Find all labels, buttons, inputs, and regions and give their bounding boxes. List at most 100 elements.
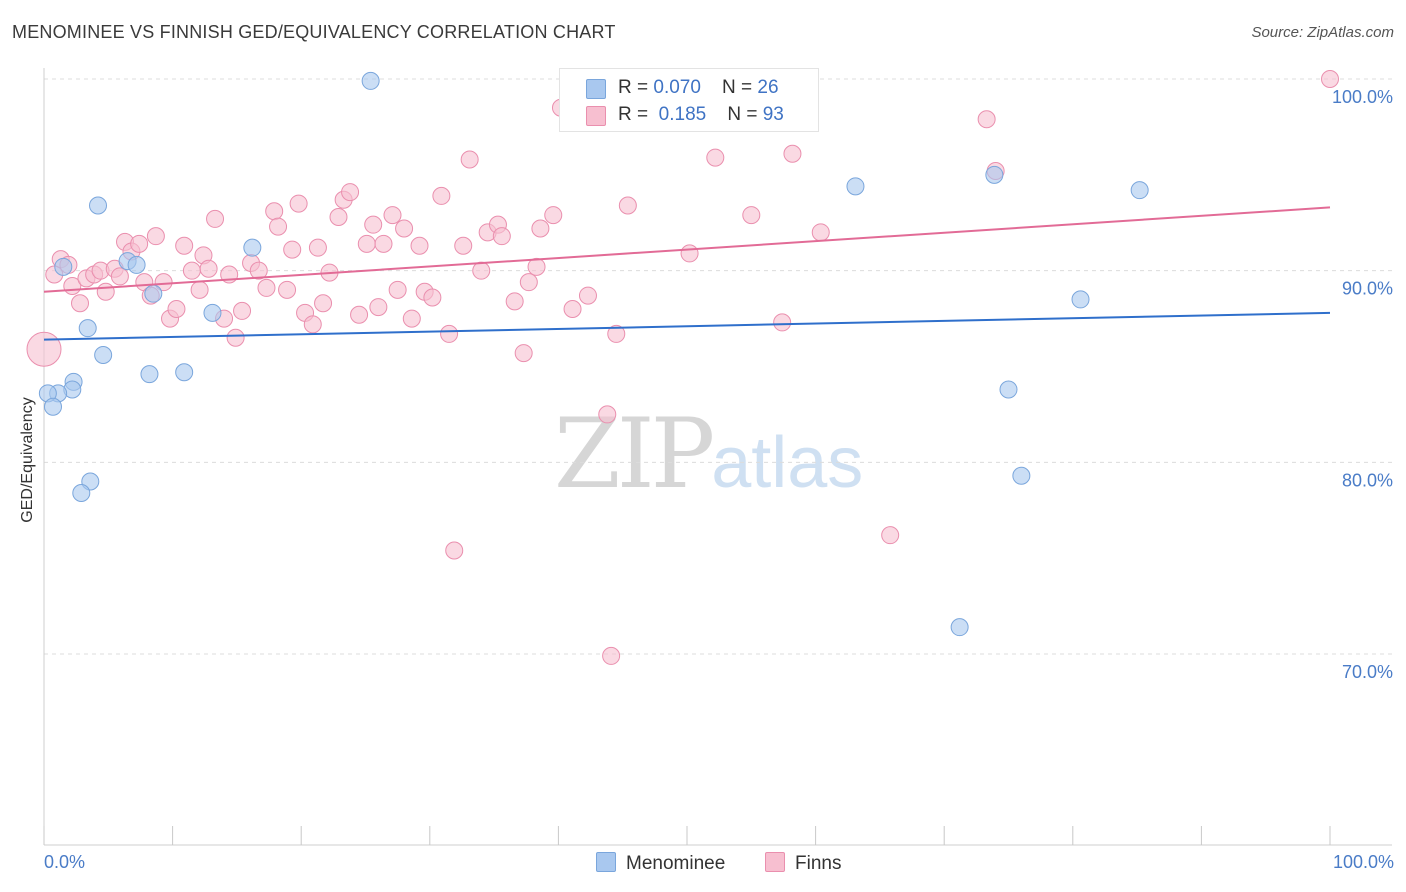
y-tick-label-0: 100.0% [1332, 87, 1393, 107]
finns-point [410, 236, 429, 255]
menominee-legend-icon [596, 852, 616, 872]
finns-point [811, 223, 830, 242]
menominee-point [950, 618, 969, 637]
finns-point [1321, 70, 1339, 88]
menominee-point [94, 346, 113, 364]
y-tick-label-3: 70.0% [1342, 662, 1393, 682]
legend-item-finns[interactable]: Finns [765, 852, 841, 875]
finns-point [278, 280, 297, 299]
finns-point [505, 292, 524, 311]
finns-point [167, 300, 186, 318]
finns-point [977, 110, 996, 129]
finns-point [341, 183, 360, 202]
finns-point [146, 227, 165, 246]
watermark-atlas: atlas [711, 423, 864, 503]
finns-point [206, 209, 225, 228]
menominee-swatch-icon [586, 79, 606, 99]
menominee-point [72, 484, 91, 502]
menominee-point [1012, 466, 1031, 485]
finns-point [265, 202, 284, 221]
finns-point [364, 215, 383, 234]
finns-point [783, 144, 802, 163]
finns-point [602, 646, 621, 665]
y-tick-label-2: 80.0% [1342, 470, 1393, 490]
finns-point [289, 194, 308, 213]
finns-point [395, 219, 414, 238]
finns-point [71, 294, 90, 313]
finns-point [190, 280, 209, 299]
finns-point [607, 324, 626, 343]
finns-point [432, 186, 451, 205]
menominee-point [203, 303, 222, 322]
finns-point [514, 344, 533, 363]
finns-point [383, 206, 402, 225]
finns-point [773, 313, 792, 332]
chart-title: MENOMINEE VS FINNISH GED/EQUIVALENCY COR… [12, 22, 616, 42]
menominee-point [78, 319, 97, 338]
legend-item-menominee[interactable]: Menominee [596, 852, 725, 875]
y-tick-label-1: 90.0% [1342, 279, 1393, 299]
finns-point [472, 261, 491, 280]
finns-point [308, 238, 327, 257]
stats-legend: R = 0.070 N = 26 R = 0.185 N = 93 [559, 68, 819, 132]
x-tick-label-min: 0.0% [44, 852, 86, 872]
finns-point [881, 526, 900, 545]
finns-point [578, 286, 597, 305]
finns-point [26, 331, 62, 367]
menominee-r-value: 0.070 [653, 77, 701, 98]
finns-point [110, 267, 129, 286]
watermark-zip: ZIP [554, 398, 715, 510]
menominee-point [1130, 181, 1149, 200]
finns-point [199, 259, 218, 278]
finns-point [175, 236, 194, 255]
finns-point [303, 315, 322, 334]
chart-source: Source: ZipAtlas.com [1251, 24, 1394, 41]
finns-r-value: 0.185 [658, 104, 707, 125]
finns-point [257, 278, 276, 297]
menominee-point [89, 196, 108, 215]
menominee-point [846, 177, 865, 196]
finns-point [329, 208, 348, 226]
finns-point [233, 301, 252, 320]
finns-point [269, 217, 288, 236]
finns-trend-line [43, 206, 1331, 293]
finns-swatch-icon [586, 106, 606, 126]
finns-point [492, 227, 511, 246]
menominee-point [54, 257, 73, 276]
finns-point [402, 309, 421, 328]
finns-legend-icon [765, 852, 785, 872]
menominee-point [243, 238, 262, 257]
menominee-point [985, 165, 1004, 184]
menominee-point [140, 365, 159, 384]
finns-point [154, 273, 173, 292]
menominee-point [999, 380, 1018, 399]
finns-point [182, 261, 201, 280]
x-tick-label-max: 100.0% [1332, 852, 1394, 872]
finns-point [369, 298, 388, 317]
legend-label-finns: Finns [795, 853, 842, 874]
menominee-point [44, 397, 63, 416]
finns-point [423, 288, 442, 307]
finns-point [454, 236, 473, 255]
finns-point [374, 234, 393, 253]
menominee-point [361, 71, 380, 90]
finns-point [440, 324, 459, 343]
finns-point [357, 234, 376, 253]
finns-point [519, 273, 538, 292]
finns-point [531, 219, 550, 238]
finns-point [283, 240, 302, 259]
finns-point [249, 261, 268, 280]
finns-point [680, 244, 699, 263]
finns-point [350, 305, 369, 324]
finns-point [544, 206, 563, 225]
finns-point [445, 541, 464, 560]
finns-point [618, 196, 637, 215]
menominee-point [175, 363, 194, 382]
menominee-trend-line [43, 311, 1331, 341]
finns-point [130, 234, 149, 253]
menominee-point [127, 255, 146, 274]
menominee-point [144, 284, 163, 303]
legend-label-menominee: Menominee [626, 853, 726, 874]
finns-n-value: 93 [762, 104, 784, 125]
